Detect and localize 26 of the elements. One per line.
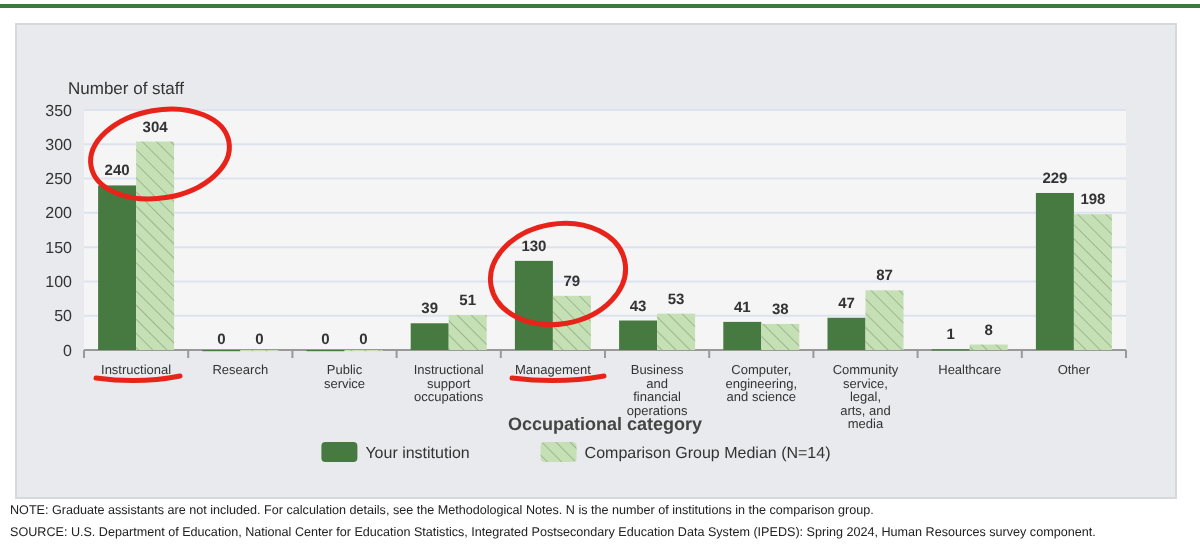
bar xyxy=(969,344,1008,350)
bar xyxy=(761,323,800,350)
y-tick-label: 150 xyxy=(45,238,74,257)
y-tick-label: 200 xyxy=(45,204,74,223)
y-tick-label: 350 xyxy=(45,101,74,120)
y-tick-label: 250 xyxy=(45,170,74,189)
bar xyxy=(1073,214,1112,350)
y-tick-label: 100 xyxy=(45,273,74,292)
bar xyxy=(410,323,449,350)
y-tick-label: 50 xyxy=(54,307,74,326)
bar xyxy=(657,313,696,350)
bar xyxy=(448,315,487,350)
bar xyxy=(723,321,762,350)
bar xyxy=(98,185,137,350)
legend-label: Your institution xyxy=(365,443,470,462)
bar xyxy=(136,141,175,350)
legend-label: Comparison Group Median (N=14) xyxy=(584,443,832,462)
y-axis-title: Number of staff xyxy=(68,78,186,98)
bar xyxy=(1035,192,1074,350)
bar xyxy=(865,290,904,350)
y-tick-label: 0 xyxy=(63,341,74,360)
bar xyxy=(619,320,658,350)
bar xyxy=(514,260,553,350)
bar xyxy=(552,295,591,350)
bar xyxy=(827,317,866,350)
y-tick-label: 300 xyxy=(45,135,74,154)
